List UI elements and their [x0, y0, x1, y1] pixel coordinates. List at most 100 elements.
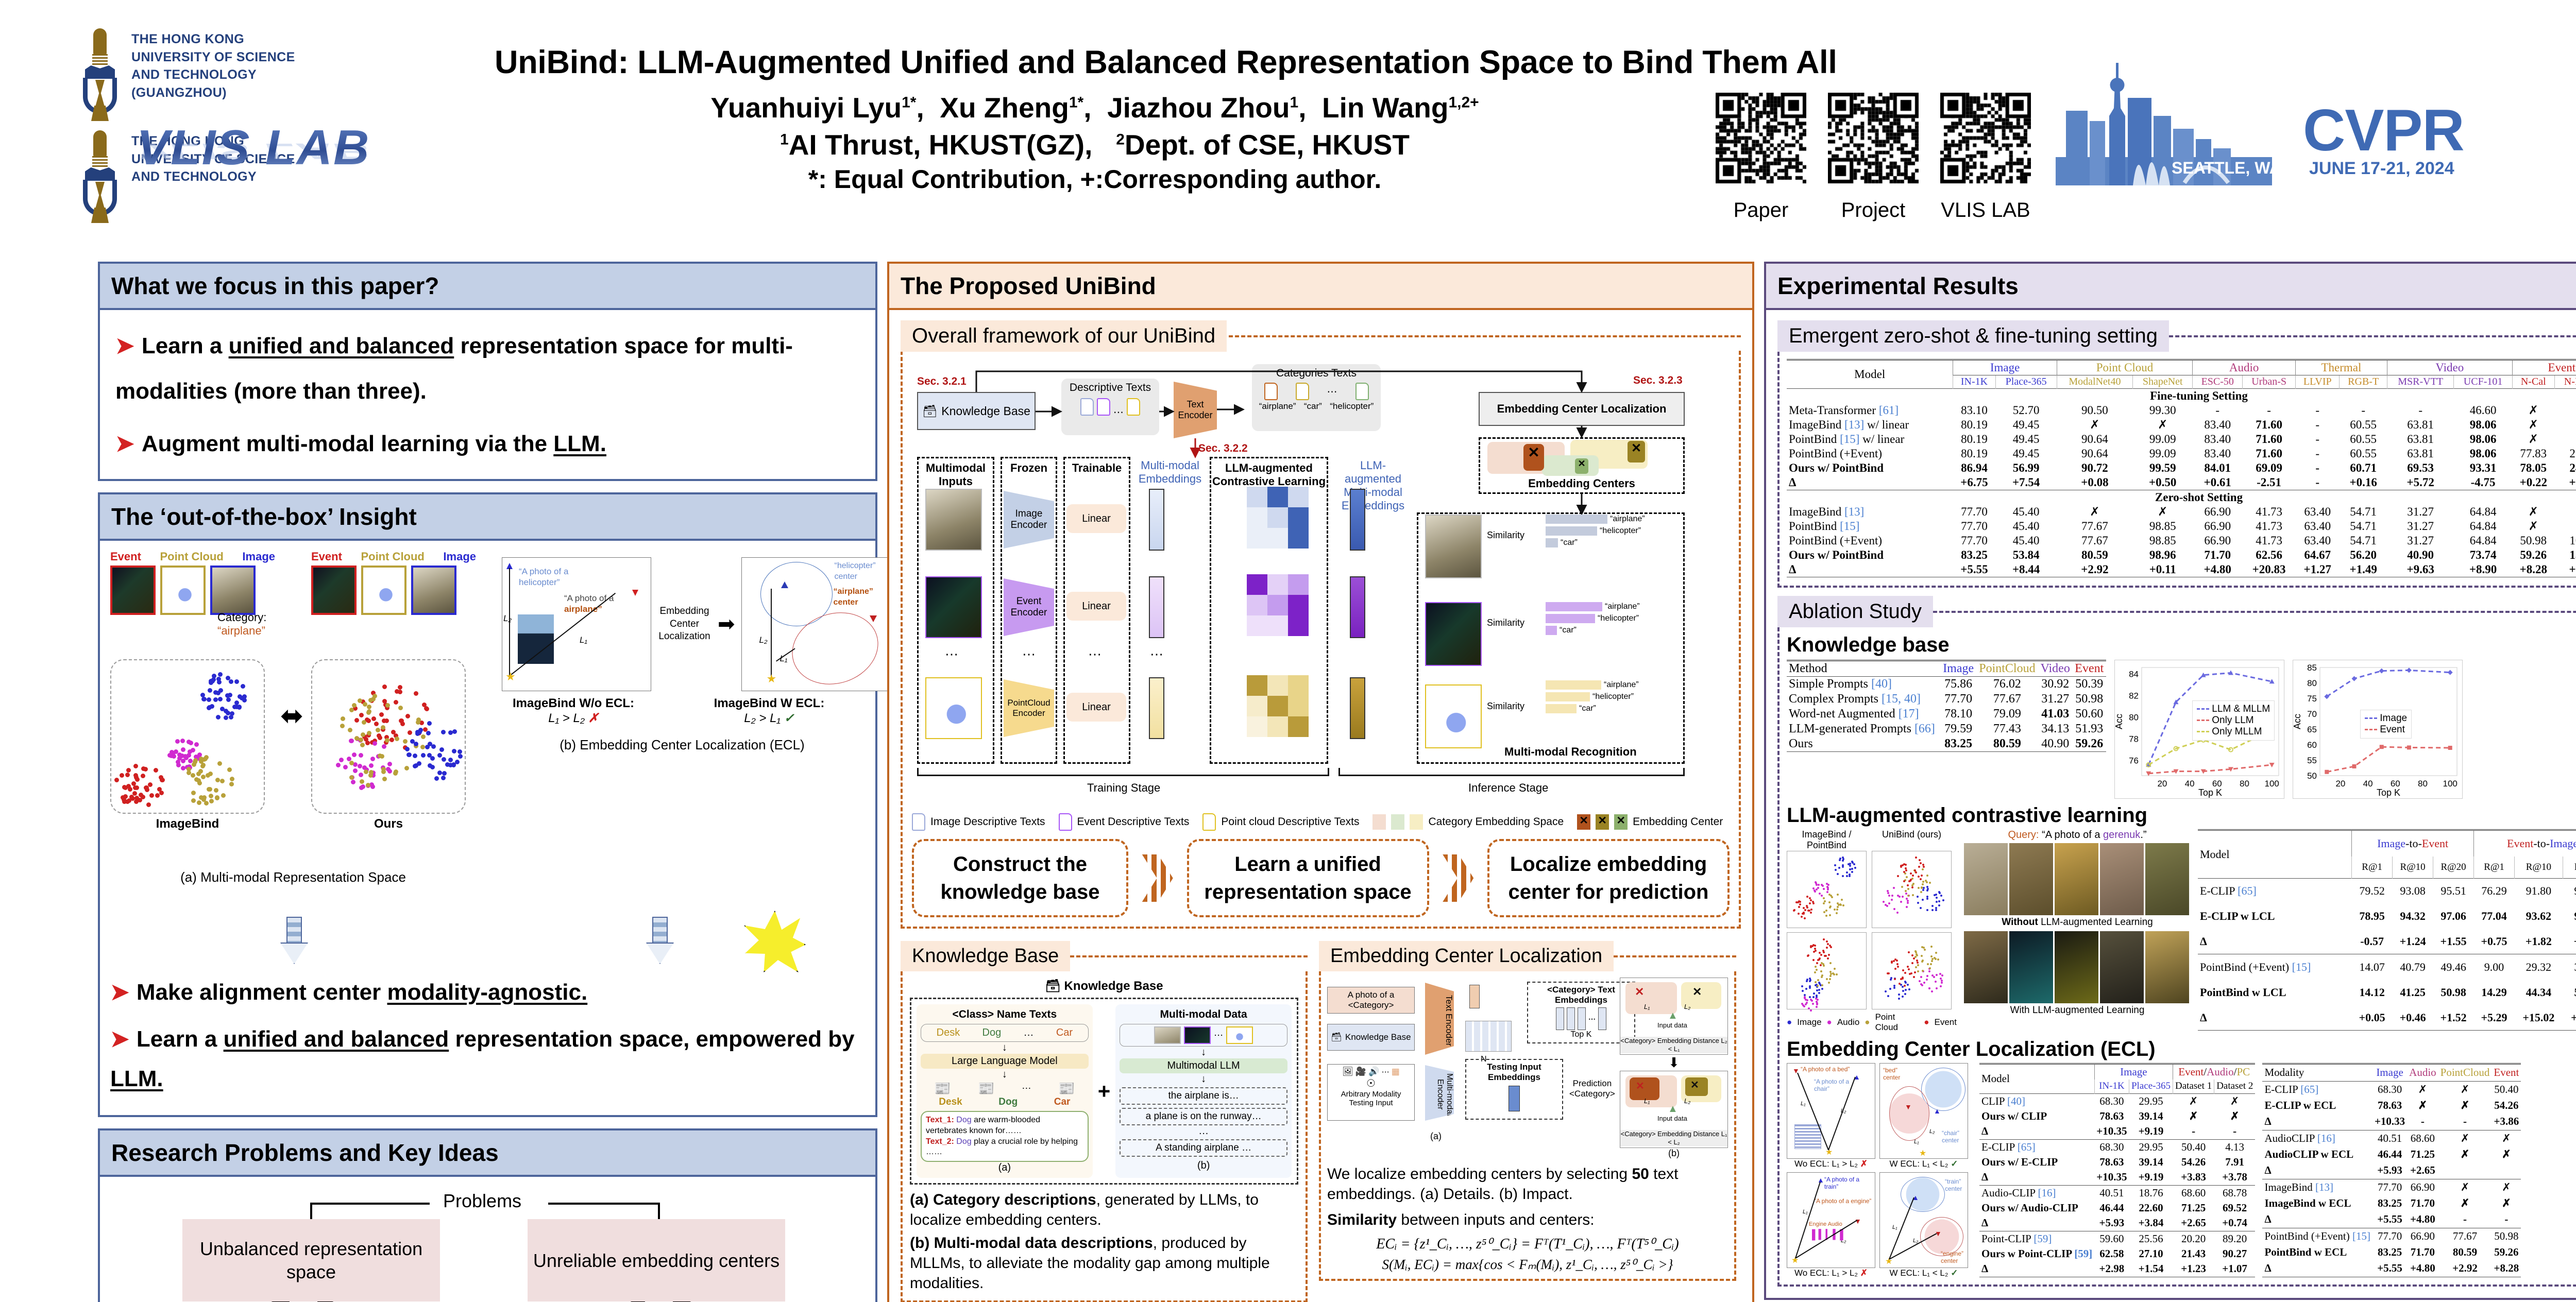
- panel-results-title: Experimental Results: [1764, 262, 2576, 310]
- wo-ecl-caption: ImageBind W/o ECL: L₁ > L₂ ✗: [513, 696, 634, 725]
- kb-subtitle: Knowledge Base: [901, 941, 1071, 971]
- mm-desc-1: the airplane is…: [1120, 1087, 1287, 1105]
- arrow-head-icon: [506, 563, 513, 569]
- recognition-event-thumb: [1425, 602, 1482, 666]
- framework-subtitle-row: Overall framework of our UniBind: [901, 320, 1741, 352]
- panel-focus: What we focus in this paper? ➤ Learn a un…: [98, 262, 877, 481]
- ours-group: Event Point Cloud Image Ours: [311, 550, 476, 831]
- embedding-center-marker: ✕: [1523, 444, 1544, 471]
- gerenuk-photo: [2145, 843, 2189, 915]
- qr-vlis-lab[interactable]: VLIS LAB: [1940, 93, 2031, 222]
- kb-ablation-table: Method Image PointCloud Video Event Simple Pr…: [1787, 660, 2106, 753]
- cross-icon: ✗: [588, 711, 599, 725]
- ecl-ablation-title: Embedding Center Localization (ECL): [1787, 1038, 2156, 1060]
- cvpr-date: JUNE 17-21, 2024: [2309, 159, 2454, 178]
- problems-label: Problems: [443, 1190, 522, 1211]
- ecl-section: Embedding Center Localization A photo of…: [1319, 941, 1736, 1302]
- imagebind-group: Event Point Cloud Image ImageBind: [110, 550, 275, 831]
- question-icon: ☉: [1366, 1078, 1376, 1089]
- chevron-arrow-icon: [1142, 854, 1173, 902]
- llm-node: Large Language Model: [921, 1054, 1089, 1069]
- document-icon: [912, 813, 925, 831]
- triangle-marker-icon: ▲: [1668, 1010, 1678, 1021]
- gerenuk-photo: [1964, 931, 2008, 1003]
- query-line: Query: “A photo of a gerenuk.”: [2008, 829, 2147, 841]
- retrieval-examples: Query: “A photo of a gerenuk.”: [1964, 829, 2191, 1033]
- qr-code-image: [1940, 93, 2031, 194]
- starburst-icon: [744, 911, 806, 972]
- svg-text:78: 78: [2129, 734, 2139, 744]
- main-results-subtitle: Emergent zero-shot & fine-tuning setting: [1777, 320, 2169, 352]
- gerenuk-photo: [2009, 843, 2053, 915]
- svg-text:80: 80: [2307, 678, 2317, 688]
- image-thumbnail: [210, 566, 256, 615]
- input-pointcloud-thumb: [925, 677, 982, 739]
- qr-paper[interactable]: Paper: [1716, 93, 1806, 222]
- retrieval-row-with: [1964, 931, 2191, 1003]
- section-label-322: Sec. 3.2.2: [1198, 442, 1248, 454]
- ablation-subtitle: Ablation Study: [1777, 596, 1933, 627]
- svg-text:20: 20: [2157, 779, 2167, 789]
- black-cross-marker: ✕: [1692, 985, 1702, 998]
- svg-text:100: 100: [2265, 779, 2279, 789]
- modality-label-pointcloud: Point Cloud: [361, 550, 425, 563]
- ecl-box: A photo of a <Category> 🗃 Knowledge Base …: [1319, 971, 1736, 1281]
- ecl-caption-1: We localize embedding centers by selecti…: [1327, 1166, 1679, 1203]
- step-construct-kb: Construct the knowledge base: [912, 839, 1128, 917]
- col-mm-embeddings: Multi-modal Embeddings: [1138, 459, 1202, 485]
- similarity-bars-image: “airplane” “helicopter” “car”: [1546, 515, 1680, 547]
- section-label-323: Sec. 3.2.3: [1633, 374, 1683, 386]
- qr-project[interactable]: Project: [1828, 93, 1919, 222]
- ecl-figure: A photo of a <Category> 🗃 Knowledge Base …: [1327, 978, 1728, 1159]
- kb-ecl-row: Knowledge Base 🗃 Knowledge Base <Class> …: [901, 941, 1741, 1302]
- hkust-text: THE HONG KONG UNIVERSITY OF SCIENCE AND …: [131, 134, 295, 184]
- pointcloud-encoder-node: PointCloud Encoder: [1004, 679, 1054, 737]
- gerenuk-photo: [2100, 843, 2144, 915]
- main-results-box: Model Image Point Cloud Audio Thermal Video Ev…: [1777, 352, 2576, 588]
- cube-icon: ▦: [1391, 1067, 1400, 1076]
- poster-header: THE HONG KONG UNIVERSITY OF SCIENCE AND …: [0, 0, 2576, 242]
- similarity-label: Similarity: [1487, 618, 1525, 628]
- insight-caption-b: (b) Embedding Center Localization (ECL): [560, 737, 805, 752]
- qr-project-label: Project: [1841, 199, 1906, 221]
- svg-text:80: 80: [2129, 713, 2139, 723]
- inference-stage-label: Inference Stage: [1468, 781, 1549, 794]
- event-photo: [2009, 931, 2053, 1003]
- red-cross-marker: ✕: [1635, 985, 1645, 998]
- panel-problems: Research Problems and Key Ideas Problems: [98, 1128, 877, 1302]
- arrow-head-icon: [632, 590, 638, 596]
- category-text-embeddings: <Category> Text Embeddings ⋯: [1527, 982, 1635, 1043]
- event-thumbnail: [1184, 1026, 1211, 1044]
- down-arrow-icon: [646, 917, 674, 964]
- svg-text:50: 50: [2307, 771, 2317, 781]
- list-item: ➤ Augment multi-modal learning via the LL…: [115, 431, 606, 456]
- lcl-row: ImageBind / PointBind UniBind (ours): [1787, 829, 2576, 1033]
- ablation-lcl-title: LLM-augmented contrastive learning: [1787, 804, 2148, 827]
- triangle-marker-icon: ▼: [1905, 1103, 1912, 1111]
- gerenuk-photo: [2100, 931, 2144, 1003]
- svg-text:84: 84: [2129, 670, 2139, 679]
- chevron-bullet-icon: ➤: [115, 333, 134, 358]
- arbitrary-modality-node: 🖼 🎥 🔊 ⋯ ▦ ☉ Arbitrary Modality Testing I…: [1327, 1064, 1415, 1121]
- contrastive-matrix-pointcloud: [1221, 675, 1319, 742]
- ecl-fig-b: ✕ ✕ ▲ L₁ L₂ Input data <Category> Embedd…: [1620, 978, 1728, 1159]
- embedding-vector-image: [1149, 489, 1164, 551]
- qr-paper-label: Paper: [1733, 199, 1789, 221]
- similarity-bars-event: “airplane” “helicopter” “car”: [1546, 602, 1680, 635]
- input-image-thumb: [925, 489, 982, 551]
- title-block: UniBind: LLM-Augmented Unified and Balan…: [495, 44, 1837, 194]
- list-item: ➤ Make alignment center modality-agnostic…: [110, 980, 588, 1005]
- star-icon: ★: [1791, 1256, 1799, 1265]
- llm-embedding-event: [1350, 576, 1365, 638]
- kb-panel-a: <Class> Name Texts Desk Dog … Car ↓ Larg…: [917, 1004, 1093, 1178]
- event-thumbnail: [311, 566, 357, 615]
- framework-box: Sec. 3.2.1 🗃 Knowledge Base Descriptive T…: [901, 351, 1741, 929]
- down-arrow-icon: [280, 917, 308, 964]
- imagebind-scatter: [110, 659, 265, 814]
- ecl-w-panel-1: “bed” center “chair” center ▼ ▲ ★ L₁ L₂: [1879, 1063, 1968, 1159]
- triangle-marker-icon: [781, 581, 788, 588]
- mm-encoder-node: Multi-modal Encoder: [1425, 1065, 1454, 1121]
- svg-text:40: 40: [2185, 779, 2195, 789]
- framework-subtitle: Overall framework of our UniBind: [901, 320, 1227, 352]
